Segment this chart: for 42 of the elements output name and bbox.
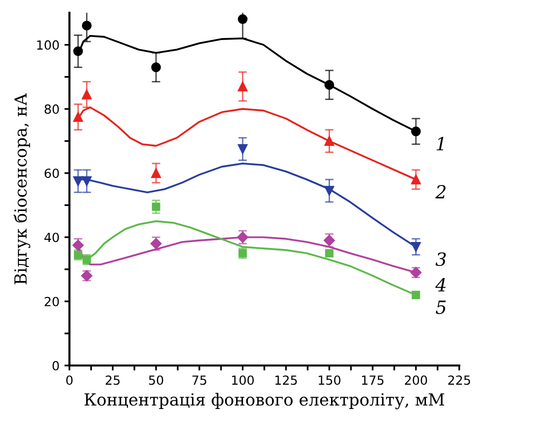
point: [238, 82, 248, 92]
series-label: 1: [436, 136, 444, 150]
series-label: 2: [435, 184, 446, 198]
point: [411, 174, 421, 184]
point: [324, 186, 334, 196]
point: [82, 176, 92, 186]
y-tick-label: 80: [44, 104, 59, 114]
point: [151, 62, 161, 72]
point: [73, 112, 83, 122]
x-tick-label: 50: [149, 375, 164, 385]
point: [238, 144, 248, 154]
y-tick-label: 60: [44, 168, 59, 178]
x-tick-label: 0: [66, 375, 73, 385]
point: [324, 136, 334, 146]
point: [238, 14, 248, 24]
y-tick-label: 40: [44, 232, 59, 242]
y-tick-label: 20: [44, 296, 59, 306]
point: [412, 290, 420, 300]
point: [82, 90, 92, 100]
y-tick-label: 100: [37, 40, 59, 50]
x-tick-label: 200: [404, 375, 428, 385]
series-label: 5: [436, 300, 446, 314]
series-label: 4: [435, 278, 446, 292]
point: [73, 46, 83, 56]
point: [151, 168, 161, 178]
point: [73, 176, 83, 186]
point: [82, 20, 92, 30]
y-axis-title: Відгук біосенсора, нА: [14, 93, 30, 284]
x-axis-title: Концентрація фонового електроліту, мМ: [84, 392, 444, 410]
point: [152, 202, 160, 211]
x-tick-label: 125: [275, 375, 297, 385]
x-tick-label: 150: [318, 375, 340, 385]
y-tick-label: 0: [52, 360, 59, 370]
x-tick-label: 25: [106, 375, 120, 385]
x-tick-label: 100: [232, 375, 254, 385]
x-tick-label: 225: [448, 375, 470, 385]
point: [411, 242, 421, 252]
series-label: 3: [436, 252, 446, 266]
x-tick-label: 175: [362, 376, 384, 385]
x-tick-label: 75: [192, 376, 206, 385]
point: [324, 80, 334, 90]
point: [411, 126, 421, 136]
